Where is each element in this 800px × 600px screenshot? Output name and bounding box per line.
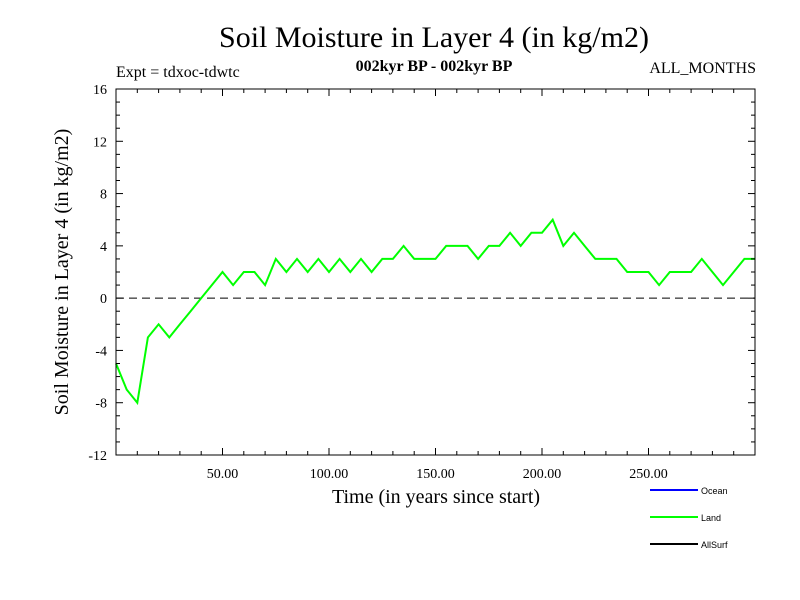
x-tick-label: 150.00 xyxy=(416,467,455,482)
chart-title: Soil Moisture in Layer 4 (in kg/m2) xyxy=(219,21,649,54)
legend-label-allsurf: AllSurf xyxy=(701,540,728,550)
legend-label-ocean: Ocean xyxy=(701,486,728,496)
y-tick-label: 16 xyxy=(93,83,107,98)
y-tick-label: 4 xyxy=(100,240,107,255)
y-tick-label: -8 xyxy=(95,397,107,412)
y-tick-label: 12 xyxy=(93,135,107,150)
y-axis-label: Soil Moisture in Layer 4 (in kg/m2) xyxy=(51,129,73,416)
series-line-land xyxy=(115,217,755,406)
x-tick-label: 50.00 xyxy=(207,467,239,482)
x-tick-label: 100.00 xyxy=(310,467,349,482)
legend: Ocean Land AllSurf xyxy=(650,486,728,550)
tick-labels-group: 50.00 100.00 150.00 200.00 250.00 -12 -8 -4 0 4 8 1… xyxy=(88,83,667,482)
ticks-group xyxy=(116,89,755,455)
x-axis-label: Time (in years since start) xyxy=(332,486,540,508)
experiment-label: Expt = tdxoc-tdwtc xyxy=(116,64,240,81)
y-tick-label: 8 xyxy=(100,188,107,203)
y-tick-label: 0 xyxy=(100,292,107,307)
series-group xyxy=(115,217,755,406)
months-label: ALL_MONTHS xyxy=(649,60,756,77)
y-tick-label: -4 xyxy=(95,344,107,359)
x-tick-label: 250.00 xyxy=(629,467,668,482)
legend-label-land: Land xyxy=(701,513,721,523)
plot-frame xyxy=(115,88,756,456)
chart-subtitle: 002kyr BP - 002kyr BP xyxy=(356,58,513,75)
x-tick-label: 200.00 xyxy=(523,467,562,482)
y-tick-label: -12 xyxy=(88,449,107,464)
